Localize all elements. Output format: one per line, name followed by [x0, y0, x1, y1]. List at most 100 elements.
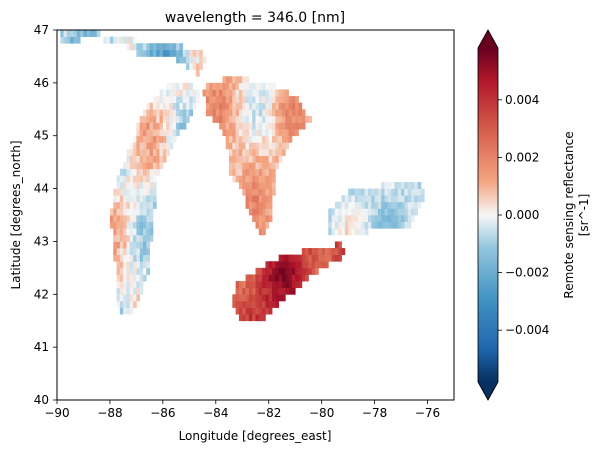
heatmap-cell [258, 307, 263, 315]
heatmap-cell [139, 122, 144, 130]
heatmap-cell [146, 135, 151, 143]
heatmap-cell [146, 109, 151, 117]
heatmap-cell [275, 115, 280, 123]
heatmap-cell [166, 43, 170, 51]
heatmap-cell [139, 241, 144, 249]
heatmap-cell [364, 201, 369, 209]
heatmap-cell [367, 215, 372, 223]
heatmap-cell [397, 208, 402, 216]
heatmap-cell [318, 248, 323, 256]
heatmap-cell [420, 195, 425, 203]
heatmap-cell [205, 109, 210, 117]
heatmap-cell [136, 43, 141, 51]
heatmap-cell [371, 208, 375, 216]
heatmap-cell [182, 115, 187, 123]
heatmap-cell [258, 314, 263, 322]
heatmap-cell [139, 43, 144, 51]
heatmap-cell [252, 109, 256, 117]
heatmap-cell [149, 102, 154, 110]
heatmap-cell [268, 142, 273, 150]
heatmap-cell [258, 162, 263, 170]
heatmap-cell [248, 96, 253, 104]
heatmap-cell [278, 135, 283, 143]
heatmap-cell [152, 49, 157, 57]
heatmap-cell [133, 267, 137, 275]
heatmap-cell [139, 234, 144, 242]
heatmap-cell [410, 201, 415, 209]
heatmap-cell [169, 82, 174, 90]
heatmap-cell [76, 30, 81, 38]
heatmap-cell [268, 122, 273, 130]
heatmap-cell [348, 221, 352, 229]
heatmap-cell [268, 267, 273, 275]
heatmap-cell [258, 129, 263, 137]
heatmap-cell [146, 221, 151, 229]
heatmap-cell [123, 248, 127, 256]
heatmap-cell [235, 155, 240, 163]
heatmap-cell [262, 188, 266, 196]
heatmap-cell [238, 115, 243, 123]
heatmap-cell [182, 102, 187, 110]
heatmap-cell [139, 287, 144, 295]
heatmap-cell [394, 208, 399, 216]
heatmap-cell [255, 188, 260, 196]
heatmap-cell [229, 89, 233, 97]
heatmap-cell [252, 195, 256, 203]
heatmap-cell [146, 248, 151, 256]
heatmap-cell [367, 208, 372, 216]
heatmap-cell [146, 254, 151, 262]
heatmap-cell [265, 274, 270, 282]
heatmap-cell [258, 115, 263, 123]
heatmap-cell [172, 135, 177, 143]
heatmap-cell [248, 195, 253, 203]
heatmap-cell [238, 307, 243, 315]
heatmap-cell [166, 49, 170, 57]
heatmap-cell [119, 287, 124, 295]
heatmap-cell [119, 228, 124, 236]
heatmap-cell [129, 294, 134, 302]
heatmap-cell [272, 175, 276, 183]
heatmap-cell [123, 195, 127, 203]
heatmap-cell [384, 181, 389, 189]
heatmap-cell [238, 148, 243, 156]
heatmap-cell [242, 76, 246, 84]
heatmap-cell [126, 215, 131, 223]
heatmap-cell [129, 168, 134, 176]
heatmap-cell [126, 201, 131, 209]
heatmap-cell [166, 115, 170, 123]
heatmap-cell [305, 274, 309, 282]
heatmap-cell [338, 221, 342, 229]
heatmap-cell [113, 254, 117, 262]
heatmap-cell [278, 155, 283, 163]
heatmap-cell [272, 109, 276, 117]
heatmap-cell [278, 142, 283, 150]
heatmap-cell [146, 122, 151, 130]
heatmap-cell [139, 181, 144, 189]
heatmap-cell [245, 96, 250, 104]
heatmap-cell [361, 208, 366, 216]
heatmap-cell [116, 181, 121, 189]
heatmap-cell [149, 129, 154, 137]
heatmap-cell [242, 122, 246, 130]
heatmap-cell [136, 181, 141, 189]
heatmap-cell [116, 254, 121, 262]
heatmap-cell [66, 30, 71, 38]
heatmap-cell [252, 129, 256, 137]
heatmap-cell [222, 102, 227, 110]
heatmap-cell [126, 155, 131, 163]
heatmap-cell [162, 129, 167, 137]
heatmap-cell [334, 201, 339, 209]
heatmap-cell [129, 188, 134, 196]
heatmap-cell [235, 102, 240, 110]
heatmap-cell [109, 36, 114, 44]
heatmap-cell [288, 135, 293, 143]
heatmap-cell [152, 142, 157, 150]
heatmap-cell [248, 148, 253, 156]
heatmap-cell [238, 76, 243, 84]
heatmap-cell [311, 254, 316, 262]
heatmap-cell [149, 195, 154, 203]
heatmap-cell [209, 96, 213, 104]
heatmap-cell [136, 201, 141, 209]
heatmap-cell [361, 215, 366, 223]
heatmap-cell [235, 175, 240, 183]
